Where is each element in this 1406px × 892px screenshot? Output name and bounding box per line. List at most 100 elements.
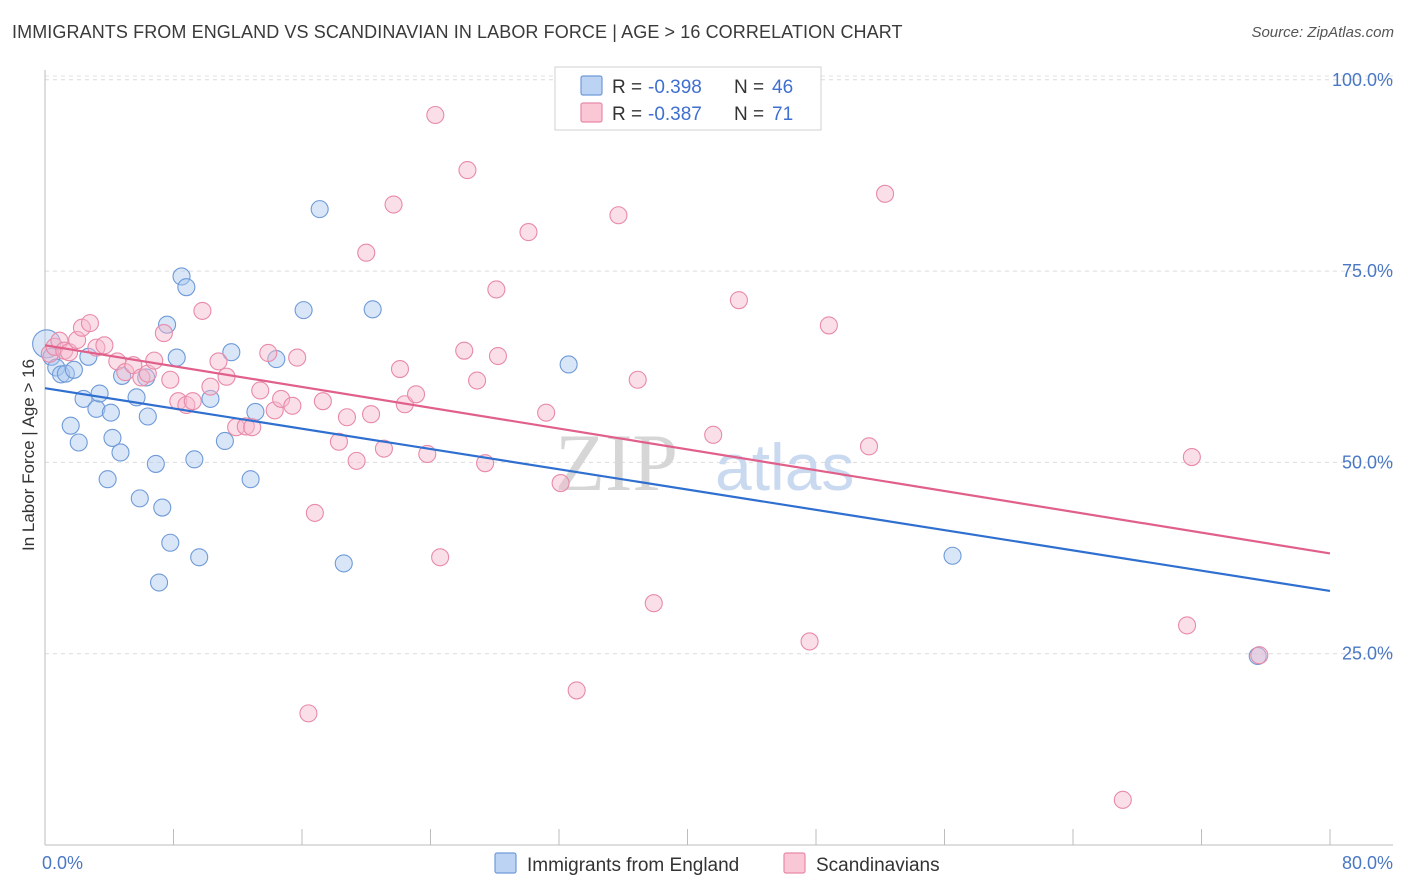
scandinavian-point: [488, 346, 508, 366]
england-point: [310, 200, 329, 219]
england-point: [90, 384, 109, 403]
england-point: [149, 573, 169, 592]
scandinavian-point: [347, 451, 366, 470]
scandinavian-point: [455, 341, 474, 360]
scandinavian-point: [362, 405, 381, 424]
england-point: [215, 431, 234, 451]
scandinavian-point: [305, 503, 324, 522]
x-tick-label-min: 0.0%: [42, 853, 83, 873]
y-tick-label: 25.0%: [1342, 644, 1393, 664]
scandinavian-point: [80, 314, 100, 333]
y-tick-label: 100.0%: [1332, 70, 1393, 90]
england-point: [101, 403, 120, 422]
england-point: [87, 399, 106, 418]
scandinavian-point: [406, 385, 426, 404]
y-axis-title: In Labor Force | Age > 16: [19, 359, 38, 551]
scandinavian-point: [1177, 616, 1197, 635]
scandinavian-point: [644, 594, 663, 613]
england-point: [190, 548, 209, 567]
scandinavian-point: [313, 392, 332, 411]
trend-lines: [44, 344, 1331, 593]
england-point: [172, 267, 191, 286]
scandinavian-point: [201, 377, 220, 396]
legend-n-label-england: N =: [734, 77, 764, 98]
scandinavian-point: [519, 223, 538, 242]
legend-n-value-scandinavians: 71: [772, 104, 793, 125]
scandinavian-point: [283, 396, 302, 415]
scandinavian-point: [551, 474, 570, 493]
england-point: [146, 454, 165, 473]
england-point: [138, 407, 157, 426]
correlation-legend: R = -0.398 N = 46 R = -0.387 N = 71: [554, 66, 822, 131]
legend-n-value-england: 46: [772, 77, 793, 98]
legend-n-label-scandinavians: N =: [734, 104, 764, 125]
scandinavian-point: [537, 403, 556, 422]
chart-title: IMMIGRANTS FROM ENGLAND VS SCANDINAVIAN …: [12, 22, 903, 42]
scandinavian-point: [259, 343, 278, 363]
england-point: [246, 402, 265, 421]
scandinavian-point: [183, 392, 202, 411]
source-label: Source: ZipAtlas.com: [1251, 24, 1394, 41]
x-tick-label-max: 80.0%: [1342, 853, 1393, 873]
legend-r-label-scandinavians: R =: [612, 104, 642, 125]
scandinavian-point: [431, 548, 450, 567]
scandinavian-point: [337, 408, 357, 427]
england-point: [64, 360, 83, 379]
scandinavian-point: [1182, 447, 1201, 467]
england-point: [103, 428, 122, 447]
legend-r-value-england: -0.398: [648, 77, 702, 98]
england-point: [161, 533, 180, 552]
scandinavian-point: [374, 439, 393, 458]
grid-lines: [45, 75, 1393, 655]
england-point: [294, 301, 313, 320]
scandinavian-point: [357, 243, 376, 262]
scandinavian-point: [468, 371, 487, 390]
england-point: [153, 498, 172, 517]
y-tick-label: 75.0%: [1342, 261, 1393, 281]
scandinavian-point: [95, 336, 114, 355]
scandinavian-trend-line: [44, 344, 1331, 555]
england-point: [185, 450, 204, 469]
axes: [44, 70, 1393, 846]
scandinavian-point: [458, 161, 477, 180]
scandinavian-point: [1113, 790, 1132, 809]
scandinavian-point: [299, 704, 318, 723]
scandinavian-point: [426, 105, 445, 125]
england-point: [559, 355, 578, 374]
england-point: [201, 389, 220, 408]
england-point: [1248, 646, 1267, 666]
scandinavian-point: [800, 632, 819, 651]
bottom-legend-label-scandinavians: Scandinavians: [816, 855, 940, 876]
england-point: [111, 443, 130, 462]
england-point: [943, 546, 962, 565]
scandinavian-point: [154, 324, 173, 343]
scandinavian-point: [288, 348, 307, 367]
england-point: [69, 433, 88, 452]
scandinavian-point: [265, 401, 284, 420]
scandinavian-point: [243, 418, 262, 437]
england-point: [222, 343, 241, 362]
scandinavian-point: [251, 381, 270, 400]
scandinavian-point: [487, 280, 506, 299]
scandinavian-point: [209, 352, 228, 371]
scandinavian-point: [567, 681, 586, 700]
tick-labels: 25.0% 50.0% 75.0% 100.0% 0.0% 80.0%: [42, 70, 1393, 873]
scandinavian-point: [145, 351, 164, 370]
england-point: [177, 278, 196, 297]
england-point: [241, 470, 260, 489]
bottom-legend-swatch-scandinavians: [783, 852, 806, 874]
scandinavian-point: [876, 184, 895, 203]
england-point: [61, 416, 80, 435]
legend-swatch-england: [580, 75, 603, 96]
england-point: [167, 348, 186, 367]
england-trend-line: [44, 387, 1331, 593]
england-point: [334, 554, 353, 573]
bottom-legend-label-england: Immigrants from England: [527, 855, 739, 876]
scandinavian-point: [859, 437, 879, 456]
scandinavian-point: [193, 301, 212, 320]
legend-r-label-england: R =: [612, 77, 642, 98]
scandinavian-point: [729, 291, 748, 310]
england-point: [130, 489, 149, 508]
bottom-legend-swatch-england: [494, 852, 517, 874]
